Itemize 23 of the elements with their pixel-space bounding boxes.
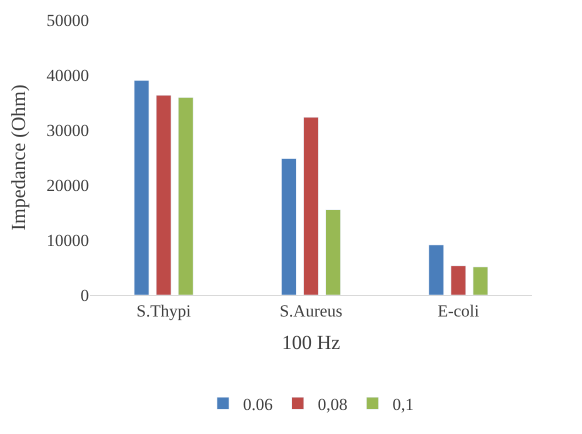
legend-label: 0.06	[243, 394, 273, 414]
bar	[325, 210, 341, 295]
bar	[472, 266, 488, 295]
bar	[303, 117, 319, 295]
legend-label: 0,08	[318, 394, 348, 414]
y-tick-label: 10000	[46, 230, 89, 250]
bar	[281, 158, 297, 295]
y-tick-label: 50000	[46, 10, 89, 30]
bar	[178, 97, 194, 295]
y-tick-label: 20000	[46, 176, 89, 195]
bar	[450, 266, 466, 295]
y-axis-title: Impedance (Ohm)	[8, 84, 30, 231]
legend-label: 0,1	[392, 394, 414, 414]
x-tick-label: S.Aureus	[280, 301, 342, 320]
y-tick-label: 30000	[46, 120, 89, 140]
x-axis-title: 100 Hz	[282, 332, 340, 354]
bar	[134, 80, 150, 295]
y-tick-label: 0	[80, 286, 89, 305]
y-tick-label: 40000	[46, 66, 89, 85]
bar	[428, 244, 444, 295]
x-tick-label: S.Thypi	[136, 301, 192, 320]
x-tick-label: E-coli	[438, 301, 480, 320]
bar	[156, 95, 172, 295]
